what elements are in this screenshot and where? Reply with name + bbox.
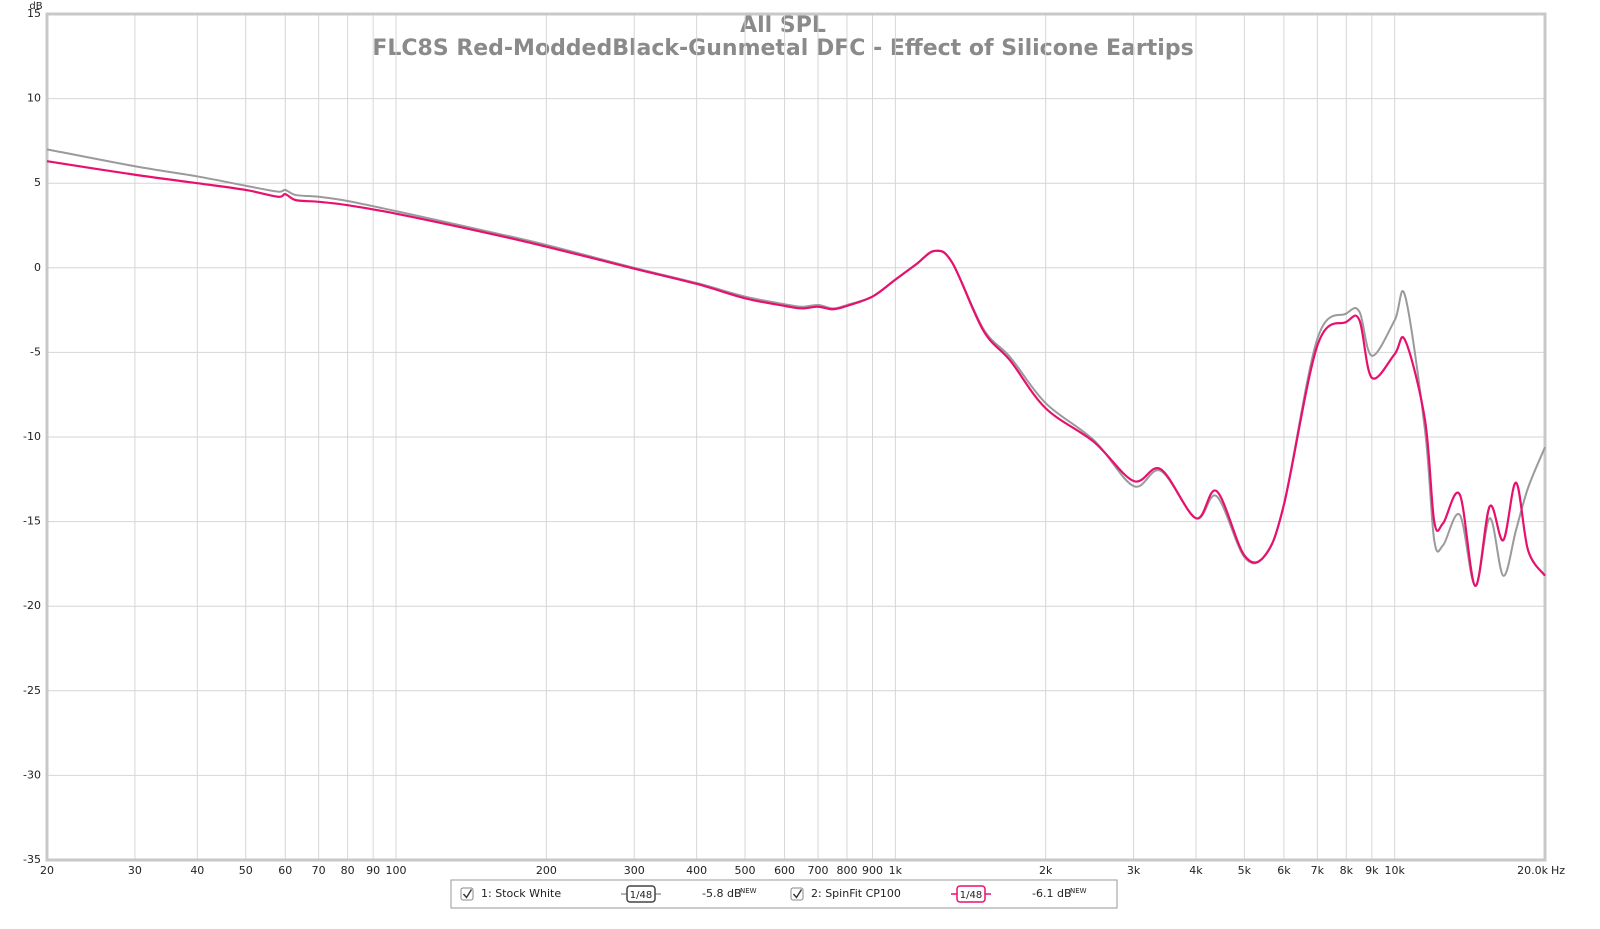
x-tick-label: 10k	[1384, 864, 1405, 877]
x-tick-label: 400	[686, 864, 707, 877]
x-tick-label: 2k	[1039, 864, 1053, 877]
y-tick-label: 5	[34, 176, 41, 189]
y-tick-label: -25	[23, 684, 41, 697]
y-tick-label: -15	[23, 515, 41, 528]
x-tick-label: 200	[536, 864, 557, 877]
x-tick-label: 4k	[1189, 864, 1203, 877]
plot-frame	[45, 12, 1547, 862]
x-tick-label: 60	[278, 864, 292, 877]
y-tick-label: -35	[23, 853, 41, 866]
x-tick-label: 300	[624, 864, 645, 877]
x-tick-label: 20	[40, 864, 54, 877]
x-tick-label: 8k	[1340, 864, 1354, 877]
y-tick-label: -5	[30, 345, 41, 358]
legend-check	[792, 889, 803, 899]
legend-label: 2: SpinFit CP100	[811, 887, 901, 900]
legend-check	[462, 889, 473, 899]
x-tick-label: 20.0k	[1517, 864, 1548, 877]
legend-level-badge: NEW	[740, 887, 757, 895]
x-tick-label: 70	[312, 864, 326, 877]
y-tick-label: 15	[27, 7, 41, 20]
x-tick-label: 1k	[889, 864, 903, 877]
y-tick-label: 0	[34, 261, 41, 274]
legend-box	[450, 879, 1118, 909]
y-tick-label: -20	[23, 599, 41, 612]
x-axis-label: Hz	[1551, 864, 1565, 877]
x-tick-label: 50	[239, 864, 253, 877]
x-tick-label: 5k	[1238, 864, 1252, 877]
legend-level: -6.1 dB	[1032, 887, 1072, 900]
x-tick-label: 7k	[1311, 864, 1325, 877]
x-tick-label: 40	[190, 864, 204, 877]
x-tick-label: 600	[774, 864, 795, 877]
legend-label: 1: Stock White	[481, 887, 561, 900]
x-tick-label: 800	[836, 864, 857, 877]
x-tick-label: 90	[366, 864, 380, 877]
x-tick-label: 6k	[1277, 864, 1291, 877]
legend-smoothing: 1/48	[630, 890, 652, 901]
series-line	[46, 148, 1546, 587]
x-tick-label: 100	[386, 864, 407, 877]
y-tick-label: -30	[23, 768, 41, 781]
legend-smoothing-box	[956, 885, 986, 903]
x-tick-label: 500	[735, 864, 756, 877]
legend-smoothing-box	[626, 885, 656, 903]
x-tick-label: 3k	[1127, 864, 1141, 877]
x-tick-label: 9k	[1365, 864, 1379, 877]
series-line	[46, 160, 1546, 588]
x-tick-label: 30	[128, 864, 142, 877]
chart-title: All SPL	[740, 13, 826, 38]
y-tick-label: -10	[23, 430, 41, 443]
x-tick-label: 900	[862, 864, 883, 877]
y-axis-label: dB	[29, 1, 42, 12]
legend-level: -5.8 dB	[702, 887, 742, 900]
legend-level-badge: NEW	[1070, 887, 1087, 895]
y-tick-label: 10	[27, 92, 41, 105]
chart-subtitle: FLC8S Red-ModdedBlack-Gunmetal DFC - Eff…	[372, 36, 1193, 61]
x-tick-label: 80	[341, 864, 355, 877]
x-tick-label: 700	[808, 864, 829, 877]
legend-smoothing: 1/48	[960, 890, 982, 901]
